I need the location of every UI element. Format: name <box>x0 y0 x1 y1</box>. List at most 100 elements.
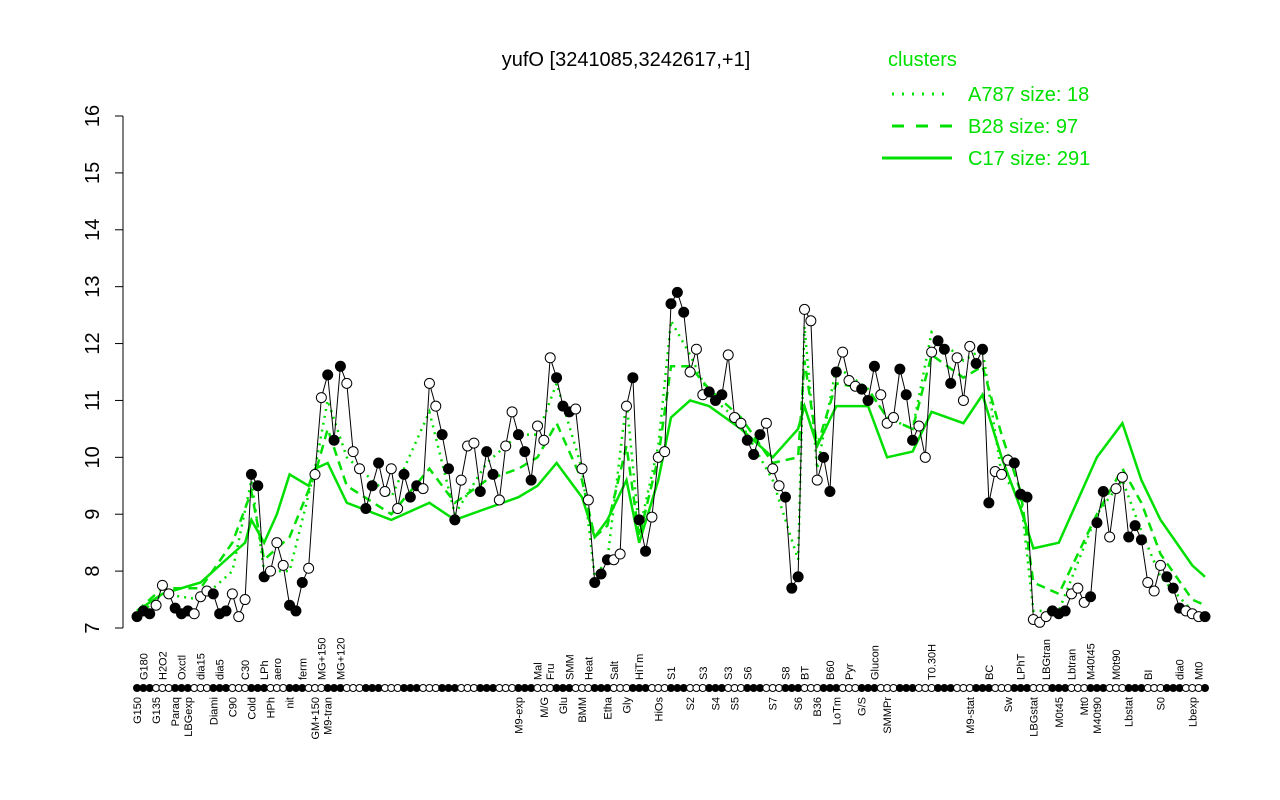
data-point <box>875 389 887 401</box>
x-rug <box>133 684 1209 692</box>
data-point <box>646 511 658 523</box>
data-point <box>150 599 162 611</box>
x-tick-label: Sw <box>1003 697 1015 712</box>
data-point <box>868 360 880 372</box>
data-point <box>347 446 359 458</box>
x-tick-label: C90 <box>227 697 239 717</box>
data-point <box>824 485 836 497</box>
data-point <box>913 420 925 432</box>
data-point <box>430 400 442 412</box>
x-tick-label: Etha <box>602 696 614 720</box>
data-point <box>468 437 480 449</box>
x-tick-label: S6 <box>742 667 754 680</box>
data-point <box>245 468 257 480</box>
data-point <box>144 608 156 620</box>
data-point <box>322 369 334 381</box>
x-tick-label: Salt <box>609 661 621 680</box>
data-point <box>551 372 563 384</box>
data-point <box>1104 531 1116 543</box>
data-point <box>1161 571 1173 583</box>
data-point <box>493 494 505 506</box>
data-point <box>252 480 264 492</box>
x-tick-label: HPh <box>266 697 278 718</box>
data-point <box>741 434 753 446</box>
x-tick-label: Paraq <box>170 697 182 726</box>
data-point <box>1021 491 1033 503</box>
x-tick-label: Lbexp <box>1187 697 1199 727</box>
x-tick-label: G135 <box>151 697 163 724</box>
x-tick-label: Mt0 <box>1194 662 1206 680</box>
x-tick-label: SMMPr <box>882 697 894 734</box>
data-point <box>1148 585 1160 597</box>
x-tick-label: B36 <box>812 697 824 717</box>
data-point <box>926 346 938 358</box>
data-point <box>977 343 988 355</box>
data-point <box>354 463 365 475</box>
data-point <box>894 363 906 375</box>
y-tick-label: 15 <box>82 162 104 184</box>
data-point <box>271 537 283 549</box>
data-point <box>888 412 899 424</box>
x-tick-label: M0t45 <box>1054 697 1066 728</box>
data-point <box>900 389 912 401</box>
x-tick-label: BMM <box>577 697 589 723</box>
data-point <box>1199 611 1211 623</box>
x-tick-label: M/G <box>539 697 551 718</box>
x-tick-label: M40t45 <box>1086 643 1098 680</box>
y-tick-label: 9 <box>82 509 104 520</box>
data-point <box>818 451 830 463</box>
data-point <box>423 377 435 389</box>
x-tick-label: Glucon <box>869 645 881 680</box>
data-point <box>519 446 531 458</box>
x-tick-label: S8 <box>780 667 792 680</box>
x-tick-label: LBGexp <box>183 697 195 737</box>
data-point <box>290 605 302 617</box>
x-tick-label: BC <box>984 665 996 680</box>
data-point <box>436 429 448 441</box>
x-tick-label: S0 <box>1156 697 1168 710</box>
data-point <box>830 366 842 378</box>
data-point <box>716 389 728 401</box>
legend-entry-c17: C17 size: 291 <box>968 148 1090 170</box>
data-point <box>614 548 626 560</box>
legend: clusters A787 size: 18 B28 size: 97 C17 … <box>882 49 1090 170</box>
data-point <box>627 372 639 384</box>
data-point <box>1155 559 1166 571</box>
data-point <box>303 562 315 574</box>
x-tick-label: M9-exp <box>513 697 525 734</box>
x-tick-label: Lbtran <box>1067 649 1079 680</box>
data-point <box>449 514 461 526</box>
data-point <box>443 463 454 475</box>
x-tick-label: Gly <box>622 697 634 714</box>
data-point <box>1059 605 1071 617</box>
data-point <box>538 434 550 446</box>
data-point <box>328 434 340 446</box>
data-point <box>735 417 747 429</box>
data-point <box>1008 457 1020 469</box>
data-point <box>1123 531 1135 543</box>
x-tick-label: G/S <box>857 697 869 716</box>
data-point <box>163 588 175 600</box>
x-tick-label: M40t90 <box>1092 697 1104 734</box>
data-point <box>799 303 810 315</box>
data-point <box>156 579 168 591</box>
data-point <box>296 576 308 588</box>
data-point <box>805 315 817 327</box>
x-tick-label: S3 <box>723 667 735 680</box>
x-tick-label: dia0 <box>1175 659 1187 680</box>
x-tick-label: Fru <box>545 664 557 681</box>
x-tick-label: Mt0 <box>1079 697 1091 715</box>
x-tick-label: Heat <box>583 657 595 680</box>
data-point <box>703 386 715 398</box>
data-point <box>837 346 849 358</box>
data-point <box>576 463 588 475</box>
data-point <box>366 480 378 492</box>
x-tick-label: BI <box>1143 670 1155 680</box>
y-tick-label: 10 <box>82 446 104 468</box>
data-point <box>754 429 766 441</box>
x-tick-label: MG+150 <box>316 638 328 681</box>
data-point <box>957 394 969 406</box>
data-point <box>525 474 537 486</box>
data-point <box>1167 582 1179 594</box>
data-point <box>773 480 785 492</box>
